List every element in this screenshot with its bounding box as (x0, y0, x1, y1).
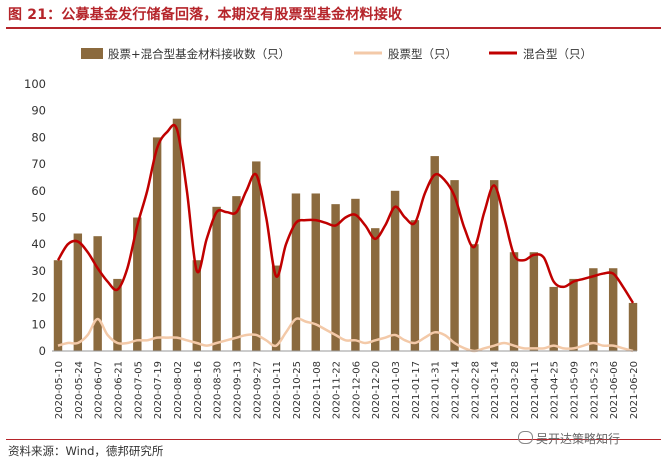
y-axis: 0 10 20 30 40 50 60 70 80 90 100 (24, 77, 46, 358)
line-series (56, 123, 635, 353)
x-tick-label: 2020-09-13 (232, 361, 243, 419)
bar (509, 252, 519, 351)
x-tick-label: 2021-06-20 (629, 361, 640, 419)
bar-series (53, 118, 638, 352)
bar (331, 204, 340, 351)
bar (390, 190, 400, 351)
x-tick-label: 2020-07-05 (133, 361, 144, 419)
x-tick-label: 2021-03-14 (490, 361, 501, 419)
y-tick-label: 90 (31, 104, 46, 118)
x-tick-label: 2021-03-28 (510, 361, 521, 419)
x-tick-label: 2020-10-25 (292, 361, 303, 419)
figure-title: 图 21：公募基金发行储备回落，本期没有股票型基金材料接收 (8, 7, 403, 23)
x-tick-label: 2020-11-08 (312, 361, 323, 419)
x-tick-label: 2021-01-03 (391, 361, 402, 419)
bar (589, 268, 598, 351)
x-tick-label: 2020-08-16 (193, 361, 204, 419)
x-axis: 2020-05-10 2020-05-24 2020-06-07 2020-06-21… (52, 350, 640, 419)
x-tick-label: 2020-12-06 (351, 361, 362, 419)
y-tick-label: 20 (31, 291, 46, 305)
title-divider (6, 27, 661, 29)
x-tick-label: 2021-06-06 (609, 361, 620, 419)
footer-divider (6, 439, 661, 440)
bar (569, 278, 578, 351)
bar (73, 233, 83, 351)
bar (351, 198, 360, 351)
bar (172, 118, 182, 352)
y-tick-label: 10 (31, 317, 46, 331)
bar (252, 161, 261, 351)
x-tick-label: 2020-08-30 (213, 361, 224, 419)
bar (489, 180, 499, 351)
bar (371, 228, 380, 351)
x-tick-label: 2020-07-19 (153, 361, 164, 419)
y-tick-label: 0 (39, 344, 46, 358)
bar (291, 193, 301, 351)
bar (410, 220, 420, 351)
bar (212, 206, 221, 351)
bar (271, 265, 281, 351)
bar (53, 260, 63, 351)
x-tick-label: 2020-09-27 (252, 361, 263, 419)
source-note: 资料来源：Wind，德邦研究所 (8, 444, 164, 458)
bar (232, 196, 241, 351)
x-tick-label: 2021-01-17 (411, 361, 422, 419)
x-tick-label: 2020-10-11 (272, 361, 283, 419)
y-tick-label: 80 (31, 130, 46, 144)
x-tick-label: 2020-11-22 (332, 361, 343, 419)
bar (608, 268, 618, 351)
y-tick-label: 60 (31, 184, 46, 198)
watermark-text: 吴开达策略知行 (536, 432, 621, 446)
bar (549, 286, 558, 351)
bar (113, 278, 122, 351)
x-tick-label: 2020-06-21 (113, 361, 124, 419)
legend: 股票+混合型基金材料接收数（只） 股票型（只） 混合型（只） (81, 47, 592, 61)
bar (450, 180, 459, 351)
x-tick-label: 2021-04-25 (550, 361, 561, 419)
stock-line (57, 317, 634, 353)
y-tick-label: 100 (24, 77, 46, 91)
y-tick-label: 40 (31, 237, 46, 251)
legend-label-stock: 股票型（只） (388, 47, 457, 61)
x-tick-label: 2020-05-24 (74, 361, 85, 419)
legend-label-bars: 股票+混合型基金材料接收数（只） (108, 47, 290, 61)
bar (430, 156, 439, 351)
watermark: 吴开达策略知行 (518, 430, 620, 447)
bar (93, 236, 102, 351)
y-tick-label: 50 (31, 211, 46, 225)
bar (152, 137, 162, 351)
wechat-icon (518, 431, 533, 444)
x-tick-label: 2020-06-07 (94, 361, 105, 419)
x-tick-label: 2021-05-09 (570, 361, 581, 419)
y-tick-label: 70 (31, 157, 46, 171)
legend-label-mixed: 混合型（只） (523, 47, 592, 61)
x-tick-label: 2021-02-14 (451, 361, 462, 419)
bar (470, 244, 479, 351)
x-tick-label: 2020-12-20 (371, 361, 382, 419)
bar (628, 302, 638, 351)
x-tick-label: 2020-05-10 (54, 361, 65, 419)
x-tick-label: 2021-01-31 (431, 361, 442, 419)
chart: 股票+混合型基金材料接收数（只） 股票型（只） 混合型（只） 0 10 20 30 40… (24, 47, 640, 419)
bar (133, 217, 142, 351)
x-tick-label: 2021-02-28 (470, 361, 481, 419)
x-tick-label: 2020-08-02 (173, 361, 184, 419)
bar (311, 193, 320, 351)
y-tick-label: 30 (31, 264, 46, 278)
x-tick-label: 2021-05-23 (589, 361, 600, 419)
bar (192, 260, 202, 351)
bar (529, 252, 539, 351)
x-tick-label: 2021-04-11 (530, 361, 541, 419)
legend-swatch-bars (81, 48, 103, 59)
mixed-line (56, 123, 635, 304)
